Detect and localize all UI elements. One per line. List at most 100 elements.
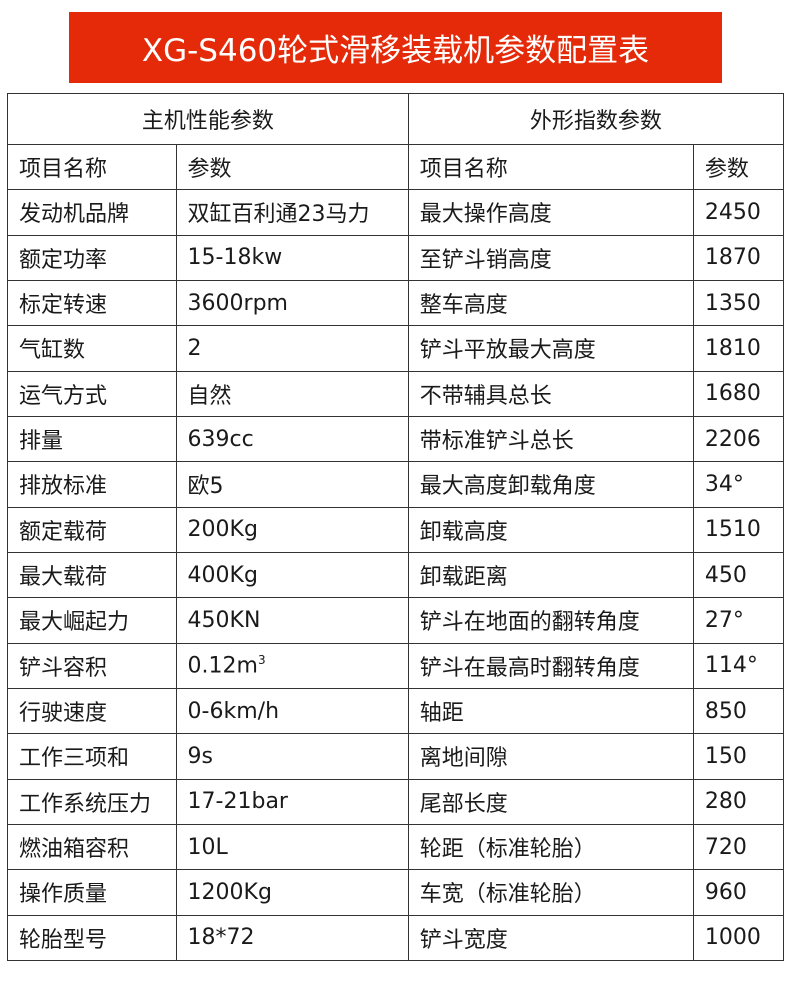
left-param-name-text: 工作三项和 <box>19 746 130 772</box>
right-param-name: 最大高度卸载角度 <box>407 461 694 508</box>
left-param-value: 17-21bar <box>175 778 409 825</box>
left-param-value: 639cc <box>175 415 409 463</box>
right-param-value: 1810 <box>692 325 785 372</box>
left-param-name-text: 铲斗容积 <box>19 655 108 681</box>
right-param-value-text: 1680 <box>704 381 761 407</box>
left-param-value-text: 450KN <box>187 607 261 633</box>
left-param-value-text: 0.12m <box>187 653 258 679</box>
left-param-name-text: 气缸数 <box>19 338 86 364</box>
left-param-name-text: 操作质量 <box>19 882 108 908</box>
table-row: 排量 639cc 带标准铲斗总长 2206 <box>7 415 785 463</box>
table-row: 轮胎型号 18*72 铲斗宽度 1000 <box>7 914 785 962</box>
section-left-header: 主机性能参数 <box>7 93 409 145</box>
right-param-value: 720 <box>692 823 785 871</box>
table-row: 气缸数 2 铲斗平放最大高度 1810 <box>7 325 785 372</box>
right-param-name: 不带辅具总长 <box>407 370 694 417</box>
table-row: 运气方式 自然 不带辅具总长 1680 <box>7 370 785 417</box>
right-param-name-text: 铲斗平放最大高度 <box>419 338 596 364</box>
table-row: 最大载荷 400Kg 卸载距离 450 <box>7 551 785 599</box>
right-param-name: 带标准铲斗总长 <box>407 415 694 463</box>
right-param-name: 铲斗在最高时翻转角度 <box>407 642 694 689</box>
left-param-value-text: 1200Kg <box>187 879 272 905</box>
right-param-value: 1350 <box>692 279 785 327</box>
table-row: 燃油箱容积 10L 轮距（标准轮胎） 720 <box>7 823 785 871</box>
left-param-value-text: 3600rpm <box>187 290 288 316</box>
table-row: 铲斗容积 0.12m3 铲斗在最高时翻转角度 114° <box>7 642 785 689</box>
right-param-value-text: 720 <box>704 834 747 860</box>
right-param-name-text: 铲斗在最高时翻转角度 <box>419 655 640 681</box>
right-param-name: 铲斗平放最大高度 <box>407 325 694 372</box>
column-header-value: 参数 <box>175 143 409 191</box>
left-param-name: 最大载荷 <box>7 551 177 599</box>
right-param-value-text: 1000 <box>704 925 761 951</box>
left-param-name-text: 额定功率 <box>19 247 108 273</box>
right-param-value-text: 280 <box>704 789 747 815</box>
left-param-name-text: 轮胎型号 <box>19 927 108 953</box>
right-param-value: 34° <box>692 461 785 508</box>
table-row: 操作质量 1200Kg 车宽（标准轮胎） 960 <box>7 869 785 916</box>
left-param-name: 最大崛起力 <box>7 597 177 644</box>
right-param-value: 450 <box>692 551 785 599</box>
left-param-value: 15-18kw <box>175 234 409 281</box>
right-param-value-text: 1810 <box>704 335 761 361</box>
left-param-name: 排放标准 <box>7 461 177 508</box>
left-param-name-text: 标定转速 <box>19 293 108 319</box>
left-param-value-text: 9s <box>187 743 214 769</box>
table-row: 工作三项和 9s 离地间隙 150 <box>7 733 785 780</box>
left-param-value-text: 400Kg <box>187 562 258 588</box>
right-param-value: 1680 <box>692 370 785 417</box>
left-param-value: 0.12m3 <box>175 642 409 689</box>
left-param-value: 10L <box>175 823 409 871</box>
left-param-name: 铲斗容积 <box>7 642 177 689</box>
right-param-name-text: 最大操作高度 <box>419 202 552 228</box>
right-param-name: 尾部长度 <box>407 778 694 825</box>
left-param-value-text: 10L <box>187 834 228 860</box>
right-param-name: 离地间隙 <box>407 733 694 780</box>
left-param-value: 400Kg <box>175 551 409 599</box>
left-param-name: 轮胎型号 <box>7 914 177 962</box>
left-param-value: 欧5 <box>175 461 409 508</box>
left-param-value-text: 200Kg <box>187 517 258 543</box>
superscript: 3 <box>257 653 266 668</box>
right-param-value-text: 2450 <box>704 199 761 225</box>
left-param-name-text: 行驶速度 <box>19 701 108 727</box>
right-param-name: 最大操作高度 <box>407 189 694 236</box>
left-param-name: 行驶速度 <box>7 687 177 735</box>
right-param-name-text: 轮距（标准轮胎） <box>419 837 596 863</box>
right-param-value-text: 27° <box>704 607 744 633</box>
right-param-name: 铲斗在地面的翻转角度 <box>407 597 694 644</box>
left-param-name: 操作质量 <box>7 869 177 916</box>
left-param-value-text: 双缸百利通23马力 <box>187 202 370 228</box>
right-param-name-text: 尾部长度 <box>419 791 508 817</box>
column-header-row: 项目名称 参数 项目名称 参数 <box>7 143 785 191</box>
right-param-value-text: 114° <box>704 653 758 679</box>
right-param-name-text: 铲斗宽度 <box>419 927 508 953</box>
left-param-value-text: 0-6km/h <box>187 698 280 724</box>
left-param-value: 18*72 <box>175 914 409 962</box>
table-row: 标定转速 3600rpm 整车高度 1350 <box>7 279 785 327</box>
table-row: 最大崛起力 450KN 铲斗在地面的翻转角度 27° <box>7 597 785 644</box>
left-param-value: 3600rpm <box>175 279 409 327</box>
title-banner: XG-S460轮式滑移装载机参数配置表 <box>69 12 722 83</box>
left-param-name-text: 排量 <box>19 429 64 455</box>
right-param-value-text: 150 <box>704 743 747 769</box>
table-row: 发动机品牌 双缸百利通23马力 最大操作高度 2450 <box>7 189 785 236</box>
right-param-value: 280 <box>692 778 785 825</box>
left-param-value: 双缸百利通23马力 <box>175 189 409 236</box>
right-param-name-text: 最大高度卸载角度 <box>419 474 596 500</box>
table-row: 工作系统压力 17-21bar 尾部长度 280 <box>7 778 785 825</box>
table-row: 额定载荷 200Kg 卸载高度 1510 <box>7 506 785 553</box>
right-param-name-text: 卸载距离 <box>419 565 508 591</box>
right-param-value-text: 850 <box>704 698 747 724</box>
left-param-name: 工作三项和 <box>7 733 177 780</box>
right-param-value: 2206 <box>692 415 785 463</box>
left-param-value-text: 自然 <box>187 383 232 409</box>
right-param-name-text: 不带辅具总长 <box>419 383 552 409</box>
right-param-name: 卸载距离 <box>407 551 694 599</box>
right-param-value-text: 2206 <box>704 426 761 452</box>
left-param-value: 200Kg <box>175 506 409 553</box>
right-param-name-text: 离地间隙 <box>419 746 508 772</box>
section-header-row: 主机性能参数 外形指数参数 <box>7 93 785 145</box>
left-param-name: 额定功率 <box>7 234 177 281</box>
left-param-name-text: 最大载荷 <box>19 565 108 591</box>
